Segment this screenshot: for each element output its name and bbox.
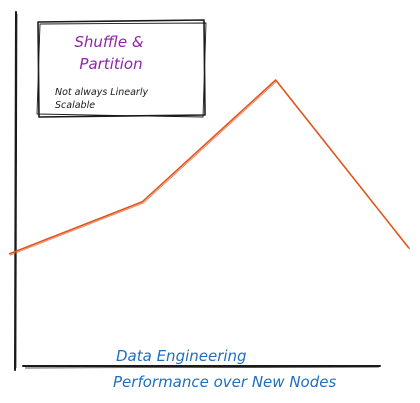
series-layer (8, 79, 411, 256)
series-line-sketch (9, 80, 411, 256)
note-title-line2: Partition (79, 55, 142, 73)
y-axis-line-sketch (15, 13, 18, 369)
caption: Data Engineering Performance over New No… (113, 347, 336, 391)
caption-line1: Data Engineering (116, 347, 247, 365)
note-title-line1: Shuffle & (74, 33, 144, 51)
y-axis-line (14, 11, 17, 371)
caption-line2: Performance over New Nodes (113, 373, 336, 391)
note-body-line1: Not always Linearly (55, 87, 148, 98)
note-body-line2: Scalable (55, 100, 95, 111)
note-box-border-sketch (36, 22, 207, 118)
note-box-border (37, 19, 206, 118)
axes (14, 11, 381, 371)
note-box: Shuffle & Partition Not always Linearly … (36, 19, 207, 118)
x-axis-line-sketch (24, 366, 380, 369)
